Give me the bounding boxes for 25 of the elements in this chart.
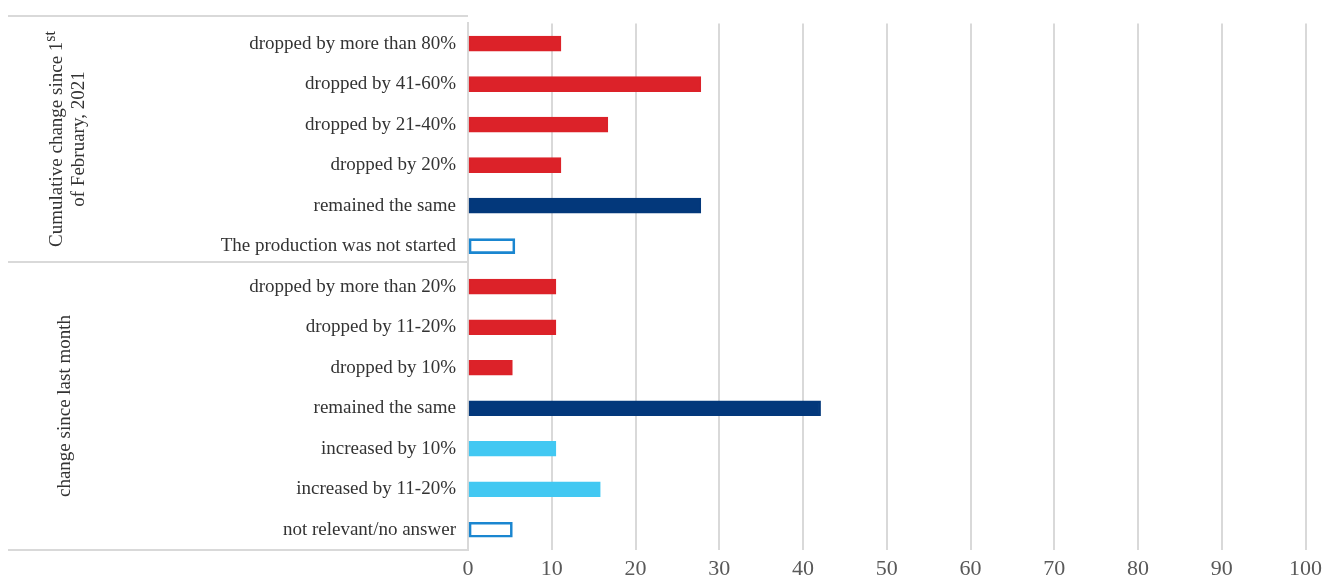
x-tick-label: 40 — [792, 554, 814, 580]
y-tick-label: dropped by 11-20% — [305, 315, 457, 337]
y-tick-label: dropped by 41-60% — [305, 72, 457, 94]
y-tick-label: remained the same — [313, 396, 456, 418]
y-tick-label: dropped by more than 20% — [249, 274, 457, 296]
y-tick-label: dropped by more than 80% — [249, 31, 457, 53]
y-tick-label: dropped by 21-40% — [305, 112, 457, 134]
y-tick-label: dropped by 10% — [330, 355, 457, 377]
x-tick-label: 30 — [708, 554, 731, 580]
x-tick-label: 0 — [462, 554, 474, 580]
x-tick-label: 60 — [959, 554, 982, 580]
y-tick-label: increased by 10% — [320, 436, 457, 458]
x-tick-label: 80 — [1127, 554, 1149, 580]
x-tick-label: 50 — [875, 554, 898, 580]
x-tick-label: 90 — [1210, 554, 1233, 580]
x-tick-label: 10 — [540, 554, 563, 580]
y-tick-label: increased by 11-20% — [296, 477, 457, 499]
y-tick-label: not relevant/no answer — [282, 517, 457, 539]
x-tick-label: 100 — [1289, 554, 1322, 580]
y-tick-label: remained the same — [313, 193, 456, 215]
y-tick-label: The production was not started — [220, 234, 457, 256]
text: change since last month — [53, 314, 75, 500]
x-tick-label: 70 — [1043, 554, 1066, 580]
x-tick-label: 20 — [624, 554, 647, 580]
y-tick-label: dropped by 20% — [330, 153, 457, 175]
